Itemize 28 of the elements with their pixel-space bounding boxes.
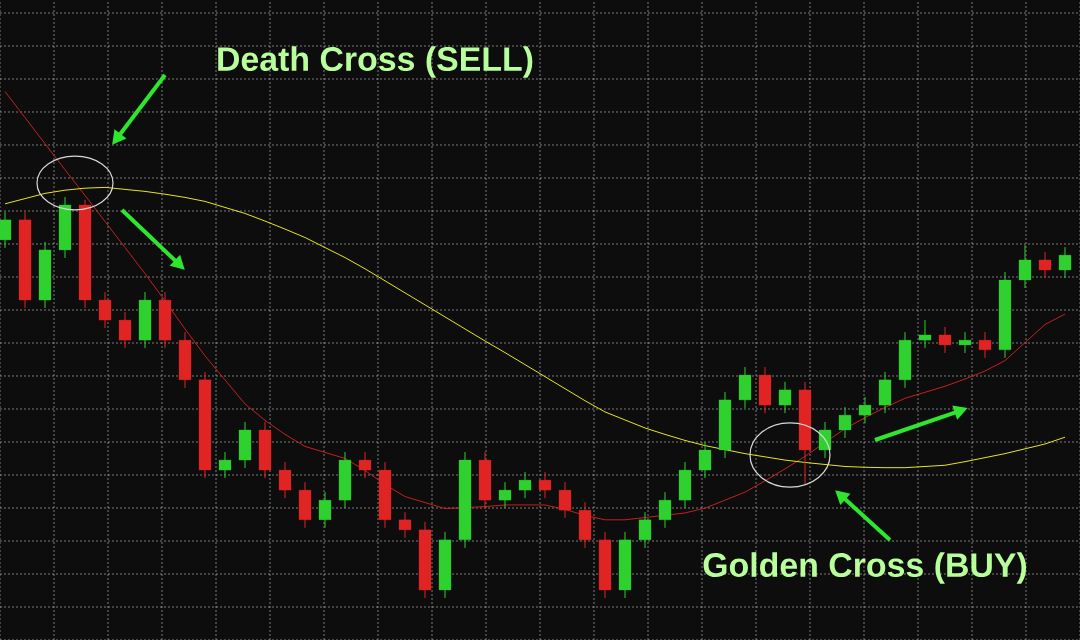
candlestick: [658, 491, 672, 529]
candlestick: [958, 331, 972, 354]
candlestick: [698, 441, 712, 479]
candlestick: [918, 319, 932, 349]
candlestick: [0, 211, 12, 249]
candlestick: [638, 511, 652, 549]
candlestick: [118, 311, 132, 349]
candlestick: [358, 451, 372, 479]
candlestick: [98, 291, 112, 329]
candlestick: [1058, 246, 1072, 279]
candlestick: [318, 491, 332, 529]
text: Death Cross (SELL): [218, 46, 533, 78]
candlestick: [1038, 251, 1052, 279]
candlestick: [938, 326, 952, 354]
candlestick: [278, 461, 292, 499]
candlestick: [218, 451, 232, 479]
candlestick: [518, 471, 532, 499]
candlestick: [498, 481, 512, 509]
candlestick: [858, 396, 872, 424]
candlestick: [778, 381, 792, 414]
candlestick: [838, 406, 852, 439]
annotation: Golden Cross (BUY): [703, 552, 1027, 584]
candlestick: [558, 481, 572, 519]
candlestick: [538, 471, 552, 499]
candlestick: [398, 511, 412, 539]
candlestick: [978, 331, 992, 359]
candlestick: [1018, 244, 1032, 289]
candlestick: [818, 421, 832, 459]
